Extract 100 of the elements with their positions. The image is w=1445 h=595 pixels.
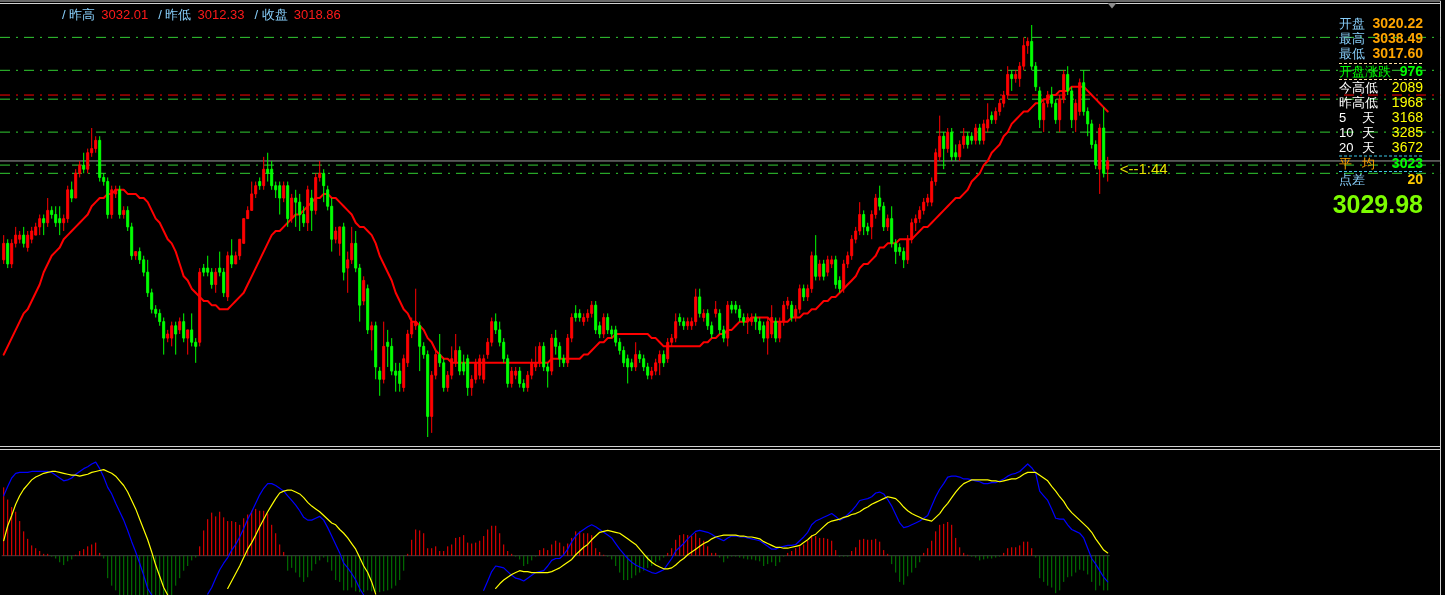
candlestick	[6, 238, 10, 269]
annotation: <--1:44	[1119, 160, 1168, 178]
text: / 昨高	[62, 7, 96, 22]
candlestick	[106, 176, 110, 220]
candlestick	[466, 354, 470, 397]
candlestick	[98, 135, 102, 183]
candlestick	[726, 300, 730, 347]
candlestick	[118, 185, 122, 220]
candlestick	[230, 238, 234, 269]
text: 3285	[1391, 124, 1424, 140]
candlestick	[1098, 123, 1102, 195]
candlestick	[370, 321, 374, 351]
candlestick	[698, 288, 702, 319]
candlestick	[282, 181, 286, 203]
candlestick	[754, 312, 758, 331]
text: 976	[1399, 63, 1424, 79]
text: 今高低	[1339, 80, 1378, 95]
candlestick	[214, 267, 218, 294]
candlestick	[374, 321, 378, 380]
candlestick	[26, 230, 30, 253]
candlestick	[458, 345, 462, 376]
candlestick	[46, 197, 50, 228]
candlestick	[378, 366, 382, 397]
text: 5 天	[1339, 110, 1375, 125]
candlestick	[1038, 86, 1042, 129]
text: 最低	[1339, 46, 1365, 61]
candlestick	[582, 312, 586, 327]
candlestick	[58, 205, 62, 236]
candlestick	[278, 181, 282, 216]
text: 3029.98	[1332, 190, 1424, 218]
candlestick	[990, 111, 994, 125]
candlestick	[966, 131, 970, 150]
candlestick	[594, 300, 598, 335]
candlestick	[2, 234, 6, 265]
text: 3023	[1391, 155, 1424, 171]
text: 3672	[1391, 139, 1424, 155]
candlestick	[834, 255, 838, 290]
text: 20	[1407, 171, 1424, 187]
candlestick	[22, 226, 26, 248]
candlestick	[674, 312, 678, 343]
candlestick	[590, 300, 594, 319]
candlestick	[902, 246, 906, 269]
candlestick	[822, 259, 826, 281]
candlestick	[946, 127, 950, 154]
candlestick	[1102, 106, 1106, 178]
text: 3020.22	[1372, 15, 1424, 31]
candlestick	[110, 185, 114, 220]
candlestick	[978, 123, 982, 145]
candlestick	[1010, 69, 1014, 92]
candlestick	[70, 181, 74, 203]
candlestick	[818, 259, 822, 281]
candlestick	[338, 226, 342, 257]
candlestick	[510, 366, 514, 389]
candlestick	[730, 300, 734, 314]
text: 1968	[1391, 94, 1424, 110]
candlestick	[886, 214, 890, 232]
candlestick	[942, 131, 946, 170]
candlestick	[714, 300, 718, 319]
candlestick	[362, 275, 366, 306]
candlestick	[974, 123, 978, 145]
candlestick	[134, 251, 138, 261]
text: 3017.60	[1372, 45, 1424, 61]
candlestick	[38, 214, 42, 236]
candlestick	[602, 312, 606, 339]
candlestick	[574, 304, 578, 323]
candlestick	[294, 189, 298, 228]
candlestick	[342, 222, 346, 281]
candlestick	[826, 255, 830, 277]
text: 10 天	[1339, 125, 1375, 140]
text: 开盘	[1339, 16, 1365, 31]
candlestick	[258, 176, 262, 191]
candlestick	[950, 127, 954, 162]
candlestick	[662, 349, 666, 368]
candlestick	[226, 251, 230, 302]
candlestick	[606, 312, 610, 335]
candlestick	[82, 152, 86, 174]
candlestick	[182, 312, 186, 343]
candlestick	[122, 205, 126, 220]
candlestick	[382, 321, 386, 384]
candlestick	[290, 193, 294, 224]
candlestick	[686, 317, 690, 331]
candlestick	[298, 193, 302, 232]
candlestick	[322, 168, 326, 203]
candlestick	[790, 300, 794, 323]
text: / 昨低	[158, 7, 192, 22]
candlestick	[310, 189, 314, 232]
candlestick	[762, 321, 766, 343]
candlestick	[418, 321, 422, 372]
candlestick	[518, 366, 522, 389]
candlestick	[1106, 156, 1110, 183]
text: 20 天	[1339, 140, 1375, 155]
candlestick	[286, 181, 290, 228]
candlestick	[774, 317, 778, 343]
candlestick	[42, 214, 46, 236]
text: 3018.86	[293, 7, 341, 22]
candlestick	[186, 329, 190, 356]
candlestick	[174, 321, 178, 356]
candlestick	[170, 321, 174, 347]
text: 平 均	[1339, 156, 1375, 171]
candlestick	[678, 312, 682, 327]
